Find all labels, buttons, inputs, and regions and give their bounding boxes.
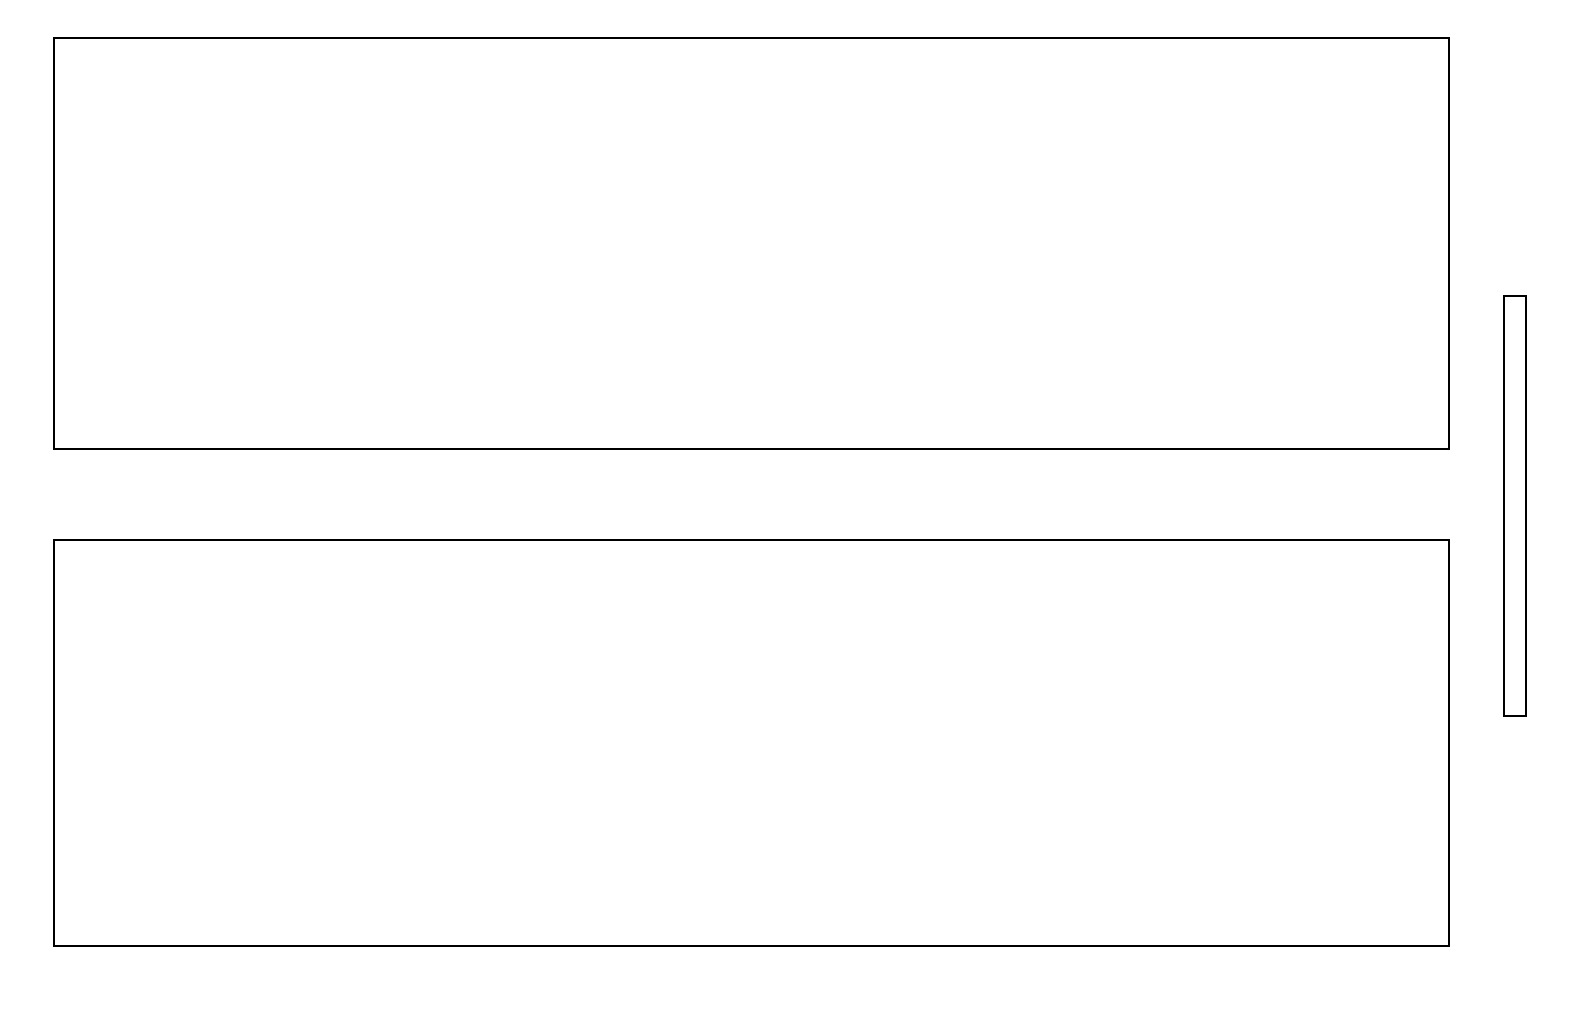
raw-backscatter-heatmap bbox=[55, 39, 1448, 448]
screened-backscatter-heatmap bbox=[55, 541, 1448, 945]
colorbar bbox=[1503, 295, 1527, 717]
